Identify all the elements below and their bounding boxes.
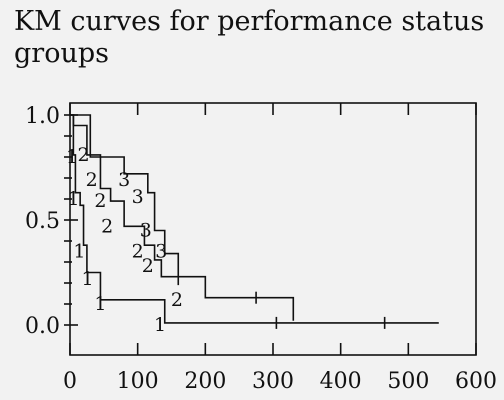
curve-label-2: 2 <box>142 255 154 277</box>
km-curve-group-1 <box>70 114 439 324</box>
curve-label-1: 1 <box>154 314 166 336</box>
curve-label-1: 1 <box>94 293 106 315</box>
x-tick-label: 400 <box>320 369 362 394</box>
x-tick-label: 0 <box>63 369 77 394</box>
curve-label-3: 3 <box>118 169 130 191</box>
km-curve-group-3 <box>70 114 180 286</box>
x-tick-label: 200 <box>184 369 226 394</box>
x-tick-label: 300 <box>252 369 294 394</box>
y-tick-label: 1.0 <box>25 104 60 129</box>
curve-label-1: 1 <box>67 188 79 210</box>
curve-label-3: 3 <box>140 220 152 242</box>
curve-label-1: 1 <box>73 241 85 263</box>
x-tick-label: 500 <box>387 369 429 394</box>
curve-label-2: 2 <box>132 241 144 263</box>
x-tick-label: 100 <box>117 369 159 394</box>
curve-label-3: 3 <box>132 186 144 208</box>
curve-label-1: 1 <box>82 268 94 290</box>
curve-label-2: 2 <box>77 144 89 166</box>
x-tick-label: 600 <box>455 369 497 394</box>
curve-label-2: 2 <box>101 215 113 237</box>
y-tick-label: 0.0 <box>25 314 60 339</box>
y-tick-label: 0.5 <box>25 209 60 234</box>
curve-label-2: 2 <box>171 289 183 311</box>
chart-title: KM curves for performance status groups <box>14 6 485 69</box>
curve-label-1: 1 <box>66 146 78 168</box>
curve-label-3: 3 <box>155 241 167 263</box>
curve-label-2: 2 <box>86 169 98 191</box>
km-curve-group-2 <box>70 114 295 321</box>
plot-frame <box>69 102 477 356</box>
curve-label-2: 2 <box>94 190 106 212</box>
